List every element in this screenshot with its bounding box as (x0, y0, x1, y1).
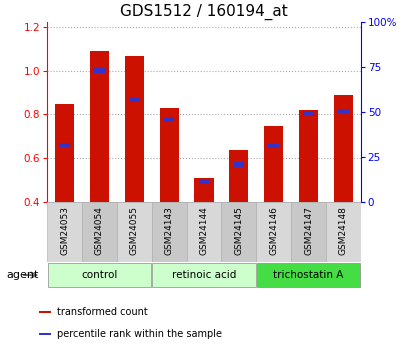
Bar (159, 108, 178, 202)
Text: retinoic acid: retinoic acid (171, 270, 236, 280)
Bar (290, 202, 325, 262)
Bar (256, 264, 359, 287)
Text: GSM24055: GSM24055 (130, 206, 138, 255)
Bar (55, 105, 74, 202)
Title: GDS1512 / 160194_at: GDS1512 / 160194_at (120, 3, 287, 20)
Bar (268, 144, 278, 148)
Text: GSM24146: GSM24146 (269, 206, 277, 255)
Bar (337, 109, 348, 114)
Bar (233, 162, 243, 167)
Bar (256, 202, 290, 262)
Bar (48, 264, 151, 287)
Bar (298, 110, 317, 202)
Text: trichostatin A: trichostatin A (273, 270, 343, 280)
Bar (152, 264, 255, 287)
Bar (129, 98, 139, 102)
Bar (124, 56, 144, 202)
Bar (186, 202, 221, 262)
Bar (164, 117, 174, 122)
Bar (263, 126, 283, 202)
Bar (59, 142, 70, 147)
Bar (333, 95, 352, 202)
Text: GSM24148: GSM24148 (338, 206, 347, 255)
Bar (151, 202, 186, 262)
Text: GSM24143: GSM24143 (164, 206, 173, 255)
Bar (82, 202, 117, 262)
Bar (47, 202, 82, 262)
Bar (90, 51, 109, 202)
Text: GSM24053: GSM24053 (60, 206, 69, 255)
Bar (194, 178, 213, 202)
Bar (198, 179, 209, 184)
Text: agent: agent (7, 270, 39, 280)
Bar (303, 111, 313, 116)
Bar (117, 202, 151, 262)
Bar (39, 310, 51, 313)
Text: control: control (81, 270, 117, 280)
Text: GSM24147: GSM24147 (303, 206, 312, 255)
Bar (39, 333, 51, 335)
Bar (229, 150, 248, 202)
Text: GSM24144: GSM24144 (199, 206, 208, 255)
Bar (221, 202, 256, 262)
Text: GSM24054: GSM24054 (95, 206, 103, 255)
Text: GSM24145: GSM24145 (234, 206, 243, 255)
Text: percentile rank within the sample: percentile rank within the sample (57, 329, 222, 339)
Bar (94, 68, 104, 73)
Text: transformed count: transformed count (57, 307, 148, 317)
Bar (325, 202, 360, 262)
